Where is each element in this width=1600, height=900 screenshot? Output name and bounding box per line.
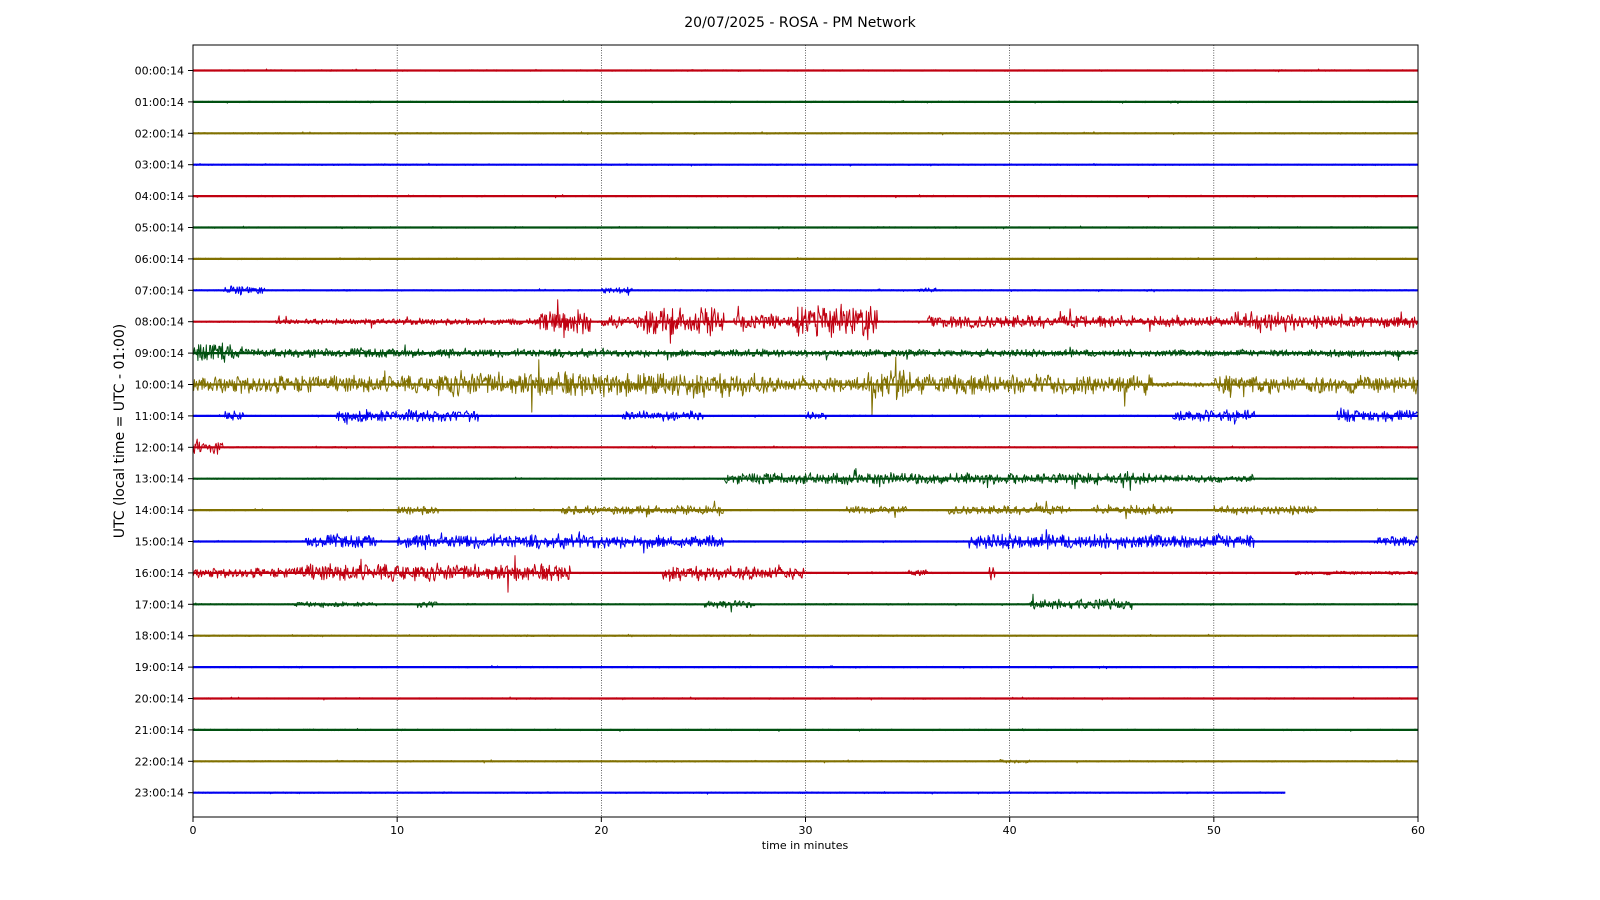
y-tick-label: 10:00:14	[135, 379, 184, 392]
x-tick-label: 0	[190, 824, 197, 837]
trace-10:00:14	[192, 356, 1418, 416]
y-tick-label: 14:00:14	[135, 504, 184, 517]
y-tick-label: 16:00:14	[135, 567, 184, 580]
y-tick-label: 13:00:14	[135, 473, 184, 486]
trace-17:00:14	[192, 593, 1418, 613]
y-tick-label: 06:00:14	[135, 253, 184, 266]
x-tick-label: 30	[799, 824, 813, 837]
y-tick-label: 19:00:14	[135, 661, 184, 674]
y-tick-label: 07:00:14	[135, 284, 184, 297]
y-tick-label: 00:00:14	[135, 65, 184, 78]
y-tick-label: 15:00:14	[135, 536, 184, 549]
chart-title: 20/07/2025 - ROSA - PM Network	[684, 15, 916, 31]
y-tick-label: 03:00:14	[135, 159, 184, 172]
x-tick-label: 10	[390, 824, 404, 837]
y-tick-label: 08:00:14	[135, 316, 184, 329]
y-tick-label: 21:00:14	[135, 724, 184, 737]
y-tick-label: 01:00:14	[135, 96, 184, 109]
x-tick-label: 60	[1411, 824, 1425, 837]
traces	[192, 68, 1418, 795]
y-tick-label: 04:00:14	[135, 190, 184, 203]
y-tick-label: 22:00:14	[135, 755, 184, 768]
y-tick-label: 18:00:14	[135, 630, 184, 643]
x-tick-label: 20	[594, 824, 608, 837]
x-axis-label: time in minutes	[762, 839, 849, 852]
y-tick-label: 12:00:14	[135, 441, 184, 454]
x-ticks: 0 10 20 30 40 50 60	[190, 817, 1425, 837]
y-tick-label: 17:00:14	[135, 598, 184, 611]
y-tick-label: 11:00:14	[135, 410, 184, 423]
trace-08:00:14	[192, 299, 1418, 344]
y-tick-label: 05:00:14	[135, 222, 184, 235]
y-ticks: 00:00:14 01:00:14 02:00:14 03:00:14 04:00:14…	[135, 65, 193, 800]
y-axis-label: UTC (local time = UTC - 01:00)	[112, 324, 128, 539]
y-tick-label: 02:00:14	[135, 127, 184, 140]
grid-lines	[396, 45, 1215, 817]
y-tick-label: 09:00:14	[135, 347, 184, 360]
x-tick-label: 40	[1003, 824, 1017, 837]
x-tick-label: 50	[1207, 824, 1221, 837]
y-tick-label: 20:00:14	[135, 693, 184, 706]
y-tick-label: 23:00:14	[135, 787, 184, 800]
